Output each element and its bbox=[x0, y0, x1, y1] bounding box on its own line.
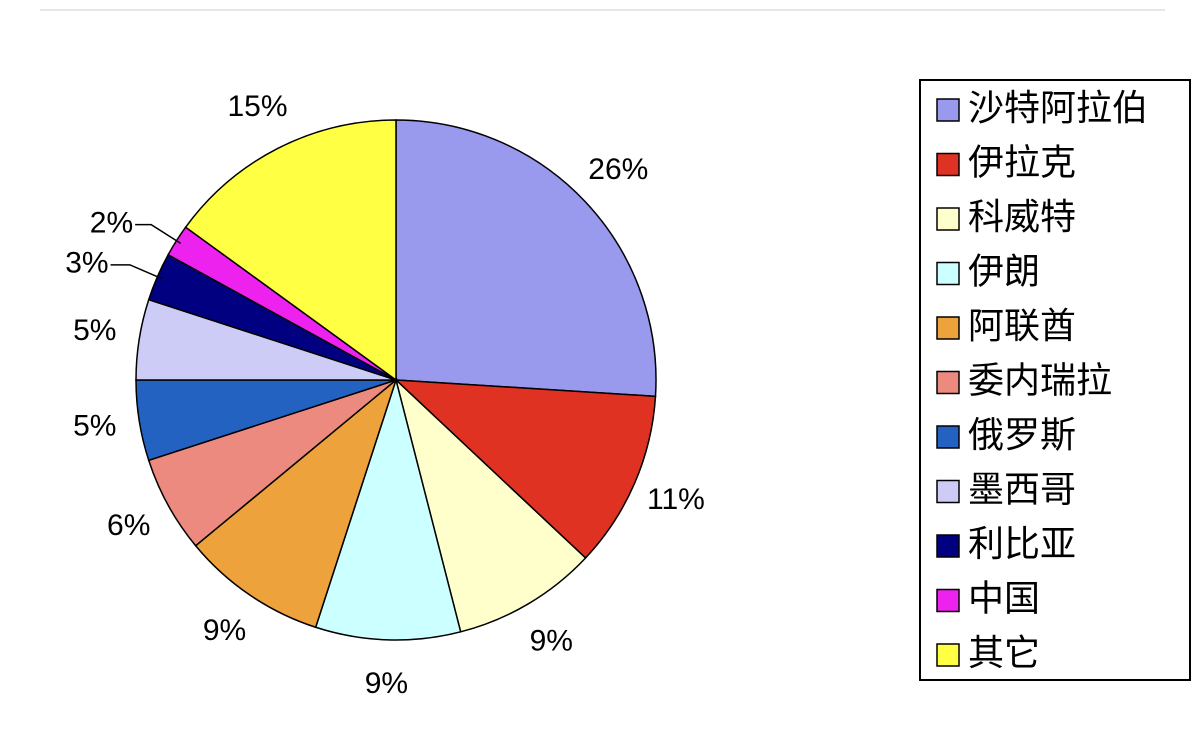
legend-label: 墨西哥 bbox=[968, 470, 1076, 511]
slice-label: 6% bbox=[107, 509, 150, 542]
pie-slice bbox=[314, 377, 462, 641]
leader-line bbox=[110, 264, 163, 280]
legend-label: 利比亚 bbox=[968, 524, 1076, 565]
slice-label: 9% bbox=[365, 667, 408, 700]
legend-box bbox=[919, 79, 1191, 681]
legend-label: 俄罗斯 bbox=[968, 415, 1076, 456]
legend-swatch bbox=[936, 207, 960, 231]
leader-line bbox=[135, 223, 182, 244]
legend-label: 伊朗 bbox=[968, 252, 1040, 293]
legend-label: 委内瑞拉 bbox=[968, 361, 1112, 402]
slice-label: 5% bbox=[73, 410, 116, 443]
pie-slice bbox=[394, 377, 587, 633]
slice-label: 15% bbox=[228, 90, 288, 123]
legend-swatch bbox=[936, 479, 960, 504]
legend-swatch bbox=[936, 316, 960, 340]
pie-slice bbox=[395, 119, 657, 398]
legend-label: 科威特 bbox=[968, 197, 1076, 238]
legend-swatch bbox=[936, 588, 960, 613]
slice-label: 9% bbox=[203, 614, 246, 647]
pie-slice bbox=[194, 377, 398, 629]
legend-label: 阿联酋 bbox=[968, 306, 1076, 347]
legend-label: 伊拉克 bbox=[968, 143, 1076, 184]
slice-label: 9% bbox=[530, 624, 573, 657]
legend-swatch bbox=[936, 643, 960, 667]
legend-swatch bbox=[936, 370, 960, 395]
legend-swatch bbox=[936, 534, 960, 558]
slice-label: 3% bbox=[65, 247, 108, 280]
legend-label: 其它 bbox=[968, 633, 1040, 674]
legend-swatch bbox=[936, 425, 960, 449]
legend-label: 沙特阿拉伯 bbox=[968, 88, 1148, 129]
slice-label: 11% bbox=[647, 483, 705, 516]
slice-label: 2% bbox=[90, 207, 133, 240]
legend-swatch bbox=[936, 261, 960, 286]
pie-slice bbox=[393, 379, 657, 560]
legend-label: 中国 bbox=[968, 579, 1040, 620]
legend-swatch bbox=[936, 98, 960, 122]
slice-label: 5% bbox=[73, 314, 116, 347]
pie-slice bbox=[184, 119, 397, 382]
slice-label: 26% bbox=[588, 153, 648, 186]
legend-swatch bbox=[936, 152, 960, 177]
